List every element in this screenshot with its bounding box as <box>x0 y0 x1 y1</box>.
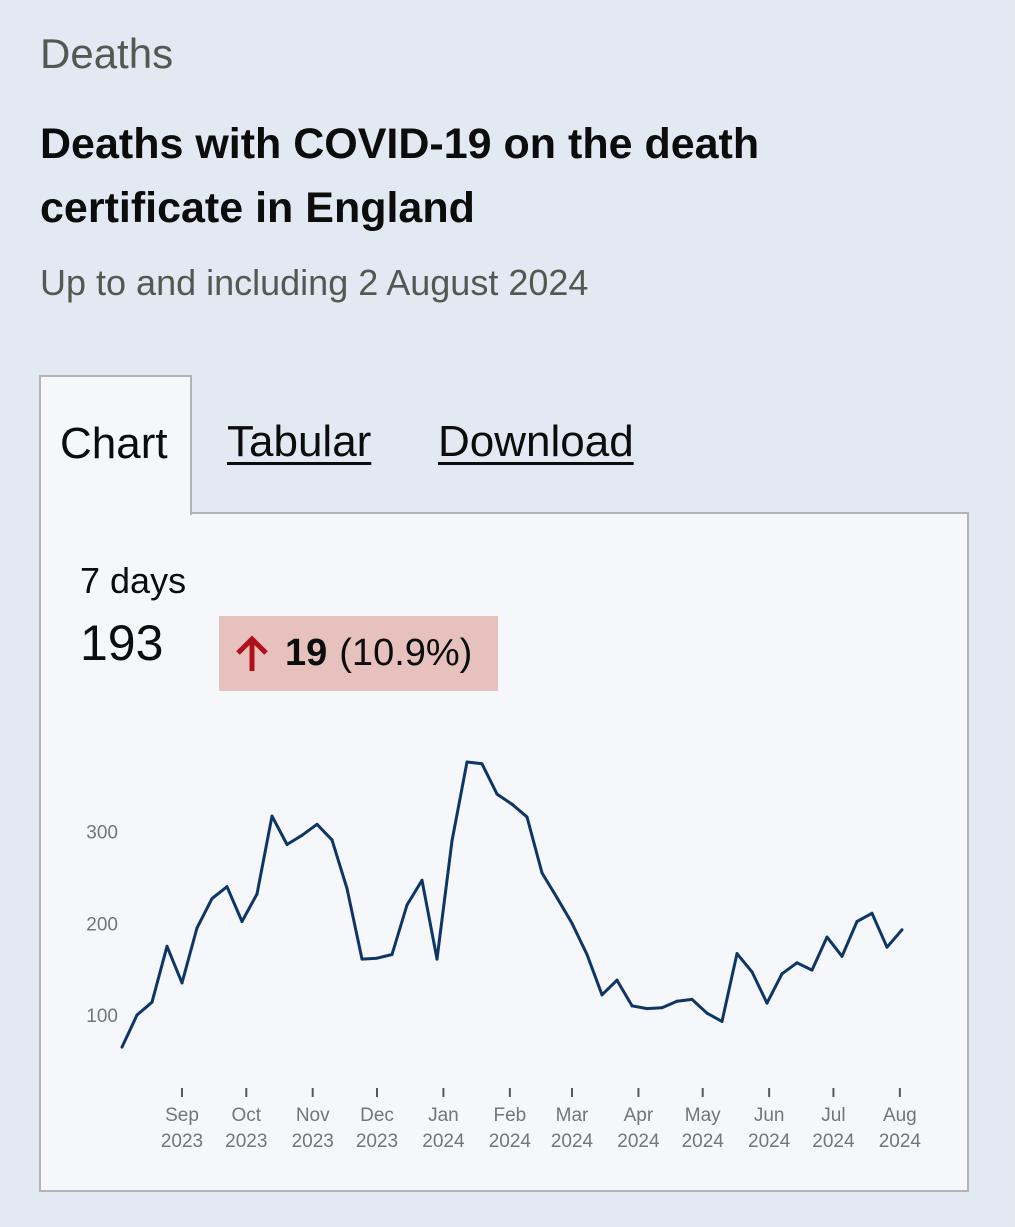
x-tick-label: 2024 <box>879 1131 922 1152</box>
data-point <box>810 968 814 972</box>
x-tick-label: 2023 <box>356 1131 398 1152</box>
data-point <box>870 911 874 915</box>
tab-chart-label: Chart <box>60 419 168 468</box>
change-value: 19 <box>285 632 328 674</box>
data-point <box>795 961 799 965</box>
x-tick-label: Oct <box>232 1105 262 1126</box>
data-point <box>285 843 289 846</box>
data-point <box>315 822 319 826</box>
data-point <box>615 978 619 982</box>
data-point <box>720 1019 724 1023</box>
x-tick-label: 2023 <box>225 1131 267 1152</box>
data-point <box>510 802 514 806</box>
data-point <box>855 920 859 923</box>
data-point <box>150 1000 154 1004</box>
x-tick-label: 2024 <box>748 1131 791 1152</box>
data-point <box>300 833 304 837</box>
card-title: Deaths with COVID-19 on the death certif… <box>40 120 760 232</box>
data-point <box>210 897 214 901</box>
period-label: 7 days <box>80 560 187 601</box>
data-point <box>270 814 274 818</box>
x-tick-label: 2024 <box>422 1131 465 1152</box>
data-point <box>495 792 499 796</box>
data-point <box>585 953 589 956</box>
data-point <box>390 953 394 956</box>
period-value: 193 <box>80 615 164 671</box>
x-tick-label: May <box>685 1105 721 1126</box>
x-tick-label: 2024 <box>551 1131 594 1152</box>
tab-chart[interactable]: Chart <box>39 375 192 515</box>
data-point <box>195 926 199 930</box>
data-point <box>570 921 574 925</box>
x-tick-label: 2023 <box>161 1131 203 1152</box>
card-subtitle: Up to and including 2 August 2024 <box>40 262 589 303</box>
card-caption: Deaths <box>40 30 174 77</box>
x-tick-label: Feb <box>493 1105 526 1126</box>
y-tick-label: 200 <box>86 914 118 935</box>
data-point <box>180 981 184 985</box>
x-tick-label: Jul <box>821 1105 845 1126</box>
data-point <box>240 920 244 923</box>
data-point <box>780 972 784 976</box>
x-tick-label: 2024 <box>617 1131 660 1152</box>
data-point <box>450 839 454 843</box>
change-badge: 19 (10.9%) <box>219 616 498 691</box>
x-tick-label: Mar <box>556 1105 589 1126</box>
data-point <box>525 815 529 819</box>
data-point <box>375 956 379 960</box>
data-point <box>600 993 604 997</box>
data-point <box>735 952 739 956</box>
data-point <box>465 760 469 764</box>
x-tick-label: Jun <box>754 1105 785 1126</box>
y-tick-label: 300 <box>86 823 118 844</box>
change-percent: (10.9%) <box>339 632 473 674</box>
data-point <box>480 762 484 766</box>
y-tick-label: 100 <box>86 1006 118 1027</box>
chart-panel <box>39 512 969 1192</box>
data-point <box>135 1013 139 1017</box>
data-point <box>330 838 334 842</box>
data-point <box>765 1001 769 1005</box>
data-point <box>165 944 169 948</box>
data-point <box>675 999 679 1003</box>
data-point <box>435 957 439 961</box>
data-point <box>345 887 349 890</box>
tab-download[interactable]: Download <box>438 417 634 466</box>
data-point <box>630 1004 634 1008</box>
data-point <box>255 892 259 896</box>
data-point <box>900 928 904 932</box>
x-tick-label: Jan <box>428 1105 459 1126</box>
x-tick-label: Aug <box>883 1105 917 1126</box>
data-point <box>690 997 694 1001</box>
data-point <box>750 970 754 974</box>
data-point <box>405 903 409 907</box>
data-point <box>825 935 829 939</box>
x-tick-label: 2024 <box>812 1131 855 1152</box>
data-point <box>540 871 544 875</box>
data-point <box>645 1007 649 1011</box>
data-point <box>225 885 229 889</box>
data-point <box>555 896 559 900</box>
tab-tabular[interactable]: Tabular <box>227 417 372 466</box>
data-point <box>360 957 364 961</box>
data-point <box>660 1006 664 1010</box>
x-tick-label: Apr <box>624 1105 654 1126</box>
x-tick-label: 2023 <box>292 1131 334 1152</box>
data-point <box>120 1045 124 1049</box>
arrow-up-icon <box>236 634 268 671</box>
x-tick-label: Sep <box>165 1105 199 1126</box>
data-point <box>420 878 424 882</box>
x-tick-label: Dec <box>360 1105 394 1126</box>
x-tick-label: 2024 <box>489 1131 532 1152</box>
x-tick-label: 2024 <box>682 1131 725 1152</box>
data-point <box>885 945 889 949</box>
data-point <box>840 954 844 958</box>
data-point <box>705 1011 709 1015</box>
x-tick-label: Nov <box>296 1105 330 1126</box>
